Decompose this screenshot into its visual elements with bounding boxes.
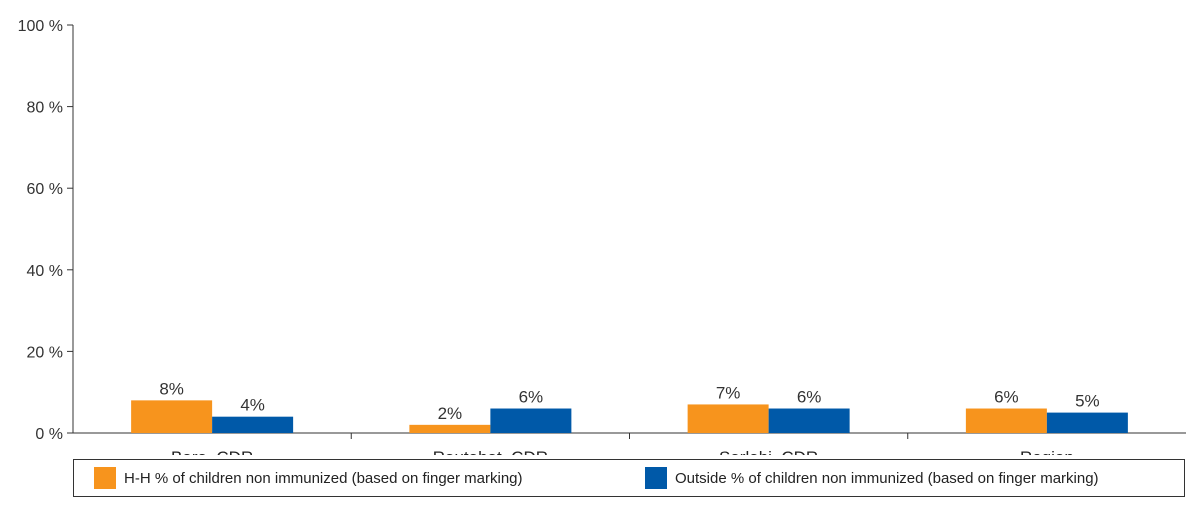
x-tick-label: Bara, CDR (171, 448, 253, 455)
bar (1046, 412, 1128, 433)
x-tick-label: Rautahat, CDR (433, 448, 548, 455)
y-tick-label: 60 % (27, 181, 63, 198)
y-tick-label: 80 % (27, 100, 63, 117)
data-label: 2% (438, 404, 463, 423)
y-tick-label: 20 % (27, 344, 63, 361)
bars (131, 400, 1128, 433)
bar (687, 404, 769, 433)
legend-item-outside: Outside % of children non immunized (bas… (645, 460, 1099, 496)
data-label: 7% (716, 383, 741, 402)
bar (409, 424, 491, 433)
y-tick-label: 0 % (35, 426, 63, 443)
legend-label-outside: Outside % of children non immunized (bas… (675, 469, 1099, 487)
bar (768, 408, 850, 433)
legend-label-hh: H-H % of children non immunized (based o… (124, 469, 523, 487)
data-label: 4% (240, 396, 265, 415)
bar-chart: 0 % 20 % 40 % 60 % 80 % 100 % Bara, CDR Rautah… (18, 18, 1186, 455)
data-label: 6% (994, 388, 1019, 407)
data-label: 6% (519, 388, 544, 407)
bar (490, 408, 572, 433)
bar (131, 400, 213, 433)
y-tick-label: 100 % (18, 18, 63, 35)
bar (965, 408, 1047, 433)
data-label: 8% (159, 379, 184, 398)
legend-swatch-hh (94, 467, 116, 489)
x-tick-label: Region (1020, 448, 1074, 455)
data-label: 6% (797, 388, 822, 407)
x-tick-label: Sarlahi, CDR (719, 448, 818, 455)
x-axis: Bara, CDR Rautahat, CDR Sarlahi, CDR Region (73, 432, 1186, 455)
legend-swatch-outside (645, 467, 667, 489)
y-axis: 0 % 20 % 40 % 60 % 80 % 100 % (18, 18, 74, 443)
bar (212, 416, 294, 433)
y-tick-label: 40 % (27, 263, 63, 280)
legend: H-H % of children non immunized (based o… (73, 459, 1185, 497)
data-label: 5% (1075, 392, 1100, 411)
legend-item-hh: H-H % of children non immunized (based o… (94, 460, 523, 496)
data-labels: 8% 4% 2% 6% 7% 6% 6% 5% (159, 379, 1099, 422)
